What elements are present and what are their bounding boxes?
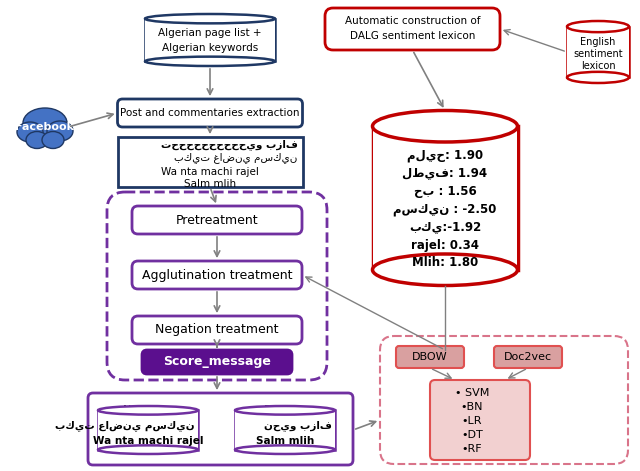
- Ellipse shape: [26, 131, 48, 148]
- Bar: [372, 126, 518, 270]
- Ellipse shape: [17, 122, 43, 142]
- Text: Salm mlih: Salm mlih: [256, 436, 314, 446]
- Text: بكي:-1.92: بكي:-1.92: [409, 220, 481, 234]
- Ellipse shape: [372, 254, 518, 285]
- Ellipse shape: [98, 406, 198, 414]
- Text: Score_message: Score_message: [163, 356, 271, 368]
- Text: Negative: Negative: [123, 405, 173, 415]
- FancyBboxPatch shape: [396, 346, 464, 368]
- Text: حب : 1.56: حب : 1.56: [413, 185, 476, 197]
- Ellipse shape: [47, 121, 73, 141]
- Text: بكيت عاضني مسكين: بكيت عاضني مسكين: [56, 421, 195, 431]
- FancyBboxPatch shape: [88, 393, 353, 465]
- Text: Wa nta machi rajel: Wa nta machi rajel: [161, 167, 259, 177]
- Text: Algerian keywords: Algerian keywords: [162, 43, 258, 53]
- Text: Salm mlih: Salm mlih: [184, 179, 236, 189]
- Text: DBOW: DBOW: [412, 352, 448, 362]
- Text: لطيف: 1.94: لطيف: 1.94: [403, 167, 488, 179]
- Text: Facebook: Facebook: [15, 122, 74, 132]
- Ellipse shape: [42, 131, 64, 148]
- Text: تححححححححححيو بزاف: تححححححححححيو بزاف: [161, 139, 298, 150]
- Ellipse shape: [235, 446, 335, 454]
- Ellipse shape: [23, 108, 67, 138]
- Text: •RF: •RF: [461, 444, 483, 454]
- Text: Automatic construction of: Automatic construction of: [345, 16, 480, 26]
- FancyBboxPatch shape: [325, 8, 500, 50]
- Text: Post and commentaries extraction: Post and commentaries extraction: [120, 108, 300, 118]
- Text: Doc2vec: Doc2vec: [504, 352, 552, 362]
- Text: English: English: [580, 37, 616, 47]
- Text: مليح: 1.90: مليح: 1.90: [407, 148, 483, 162]
- Bar: [145, 19, 275, 61]
- Text: •DT: •DT: [461, 430, 483, 440]
- FancyBboxPatch shape: [132, 261, 302, 289]
- Bar: [235, 410, 335, 450]
- Bar: [567, 26, 629, 77]
- Text: sentiment: sentiment: [573, 49, 623, 59]
- Ellipse shape: [235, 406, 335, 414]
- Text: • SVM: • SVM: [455, 388, 489, 398]
- Text: •LR: •LR: [461, 416, 483, 426]
- FancyBboxPatch shape: [142, 350, 292, 374]
- Text: Pretreatment: Pretreatment: [176, 213, 259, 227]
- Ellipse shape: [145, 57, 275, 66]
- Bar: [98, 410, 198, 450]
- Ellipse shape: [145, 14, 275, 24]
- Bar: [145, 19, 275, 61]
- Text: •BN: •BN: [461, 402, 483, 412]
- Text: DALG sentiment lexicon: DALG sentiment lexicon: [350, 31, 475, 41]
- Bar: [98, 410, 198, 450]
- Bar: [235, 410, 335, 450]
- Text: rajel: 0.34: rajel: 0.34: [411, 238, 479, 252]
- FancyBboxPatch shape: [118, 99, 303, 127]
- Text: Positive: Positive: [264, 405, 307, 415]
- FancyBboxPatch shape: [132, 316, 302, 344]
- Ellipse shape: [567, 21, 629, 32]
- Text: Algerian page list +: Algerian page list +: [158, 28, 262, 38]
- Text: بكيت غاضني مسكين: بكيت غاضني مسكين: [174, 153, 298, 163]
- Text: مسكين : -2.50: مسكين : -2.50: [394, 203, 497, 216]
- FancyBboxPatch shape: [494, 346, 562, 368]
- Text: نحيو بزاف: نحيو بزاف: [264, 421, 332, 431]
- Bar: [372, 126, 518, 270]
- Text: lexicon: lexicon: [580, 61, 615, 71]
- FancyBboxPatch shape: [430, 380, 530, 460]
- Ellipse shape: [567, 72, 629, 83]
- Ellipse shape: [98, 446, 198, 454]
- Bar: [118, 137, 303, 187]
- Text: Agglutination treatment: Agglutination treatment: [141, 268, 292, 282]
- Text: Mlih: 1.80: Mlih: 1.80: [412, 257, 478, 269]
- Text: Negation treatment: Negation treatment: [156, 324, 279, 336]
- Text: Wa nta machi rajel: Wa nta machi rajel: [93, 436, 204, 446]
- Ellipse shape: [372, 111, 518, 142]
- FancyBboxPatch shape: [132, 206, 302, 234]
- Bar: [567, 26, 629, 77]
